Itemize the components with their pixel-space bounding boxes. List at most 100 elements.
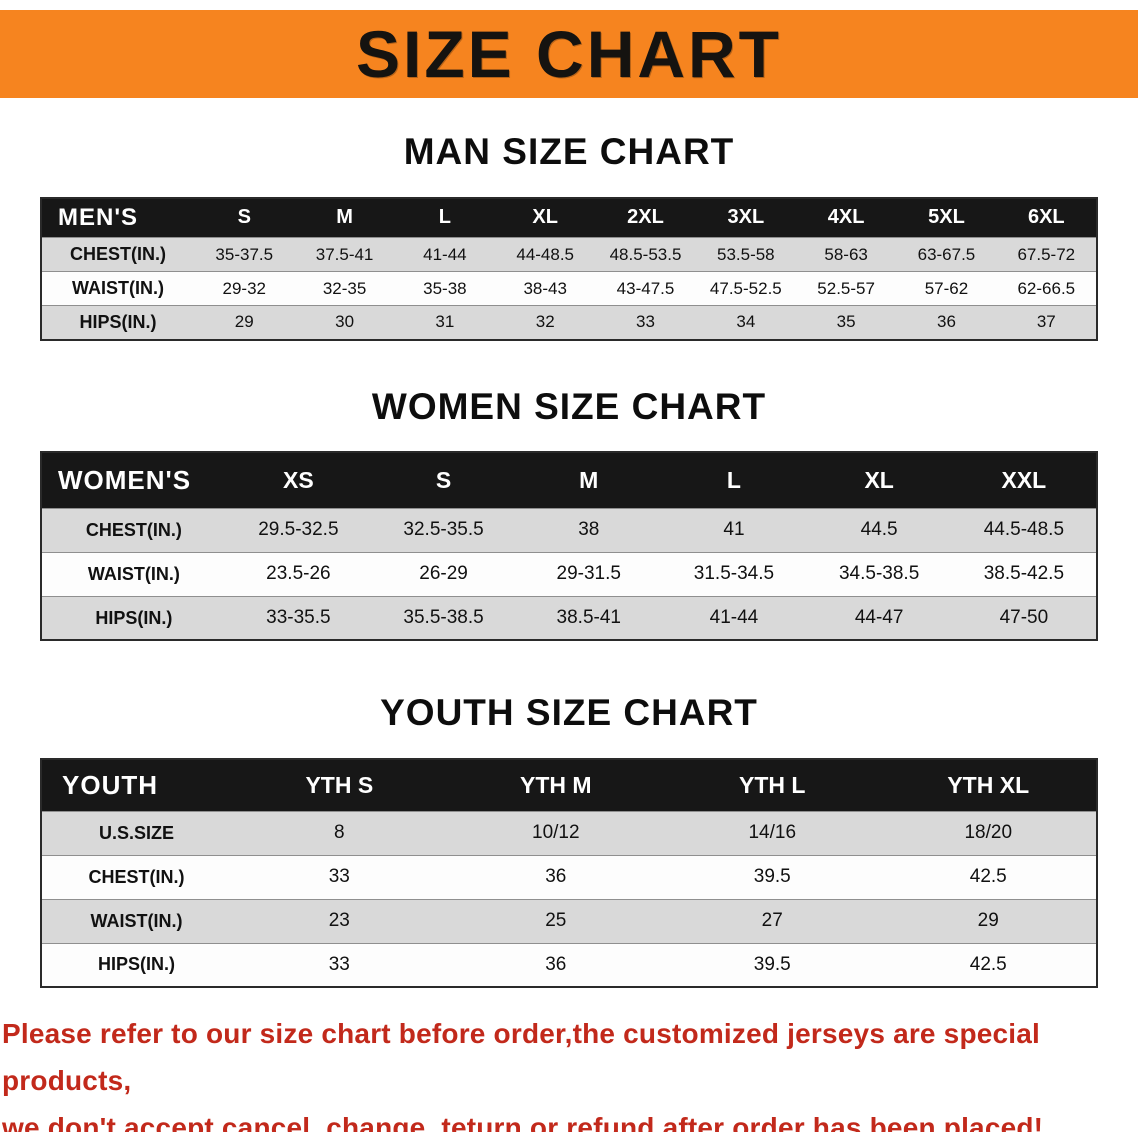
column-header: 3XL [695, 197, 796, 238]
row-label: HIPS(IN.) [79, 311, 157, 332]
disclaimer-line-1: Please refer to our size chart before or… [2, 1018, 1041, 1097]
size-value: 31.5-34.5 [693, 563, 775, 585]
size-value: 35-37.5 [215, 244, 274, 264]
row-label: WAIST(IN.) [90, 910, 183, 931]
size-table: YOUTH YTH S YTH M YTH L YTH XL U.S.SIZE 8 10/12… [40, 758, 1098, 989]
size-value: 36 [936, 312, 956, 332]
size-value: 32.5-35.5 [403, 519, 484, 541]
table-head: WOMEN'S XS S M L XL XXL [41, 452, 1097, 509]
size-table: MEN'S S M L XL 2XL 3XL 4XL 5XL 6XL CHEST(IN.) 35-37… [40, 196, 1098, 341]
column-header: 2XL [595, 197, 696, 238]
table-body: CHEST(IN.) 29.5-32.5 32.5-35.5 38 41 44.5 44.5… [41, 508, 1097, 641]
size-value: 36 [545, 953, 567, 975]
column-header: S [194, 197, 295, 238]
size-value: 53.5-58 [716, 244, 775, 264]
column-header: YTH M [447, 759, 665, 812]
size-value: 32-35 [322, 278, 367, 298]
size-value: 47-50 [999, 607, 1049, 629]
size-table: WOMEN'S XS S M L XL XXL CHEST(IN.) 29.5-32.5 32.5… [40, 451, 1098, 642]
size-value: 29 [977, 910, 999, 932]
size-value: 62-66.5 [1017, 278, 1076, 298]
row-label: CHEST(IN.) [85, 519, 182, 540]
size-value: 18/20 [964, 822, 1013, 844]
header-row: YOUTH YTH S YTH M YTH L YTH XL [41, 759, 1097, 812]
row-label: CHEST(IN.) [88, 866, 185, 887]
size-value: 41-44 [423, 244, 467, 264]
size-value: 23.5-26 [266, 563, 331, 585]
size-chart-section: MAN SIZE CHART MEN'S S M L XL 2XL 3XL 4XL 5XL 6XL C… [40, 131, 1098, 341]
row-label: CHEST(IN.) [70, 244, 167, 265]
size-value: 33 [328, 953, 350, 975]
column-header: L [661, 452, 807, 509]
size-value: 33-35.5 [266, 607, 331, 629]
size-value: 41 [723, 519, 745, 541]
column-header: S [370, 452, 517, 509]
size-value: 35-38 [423, 278, 467, 298]
disclaimer-line-2: we don't accept cancel, change, teturn o… [2, 1112, 1044, 1132]
disclaimer-text: Please refer to our size chart before or… [0, 1010, 1138, 1132]
size-chart-banner: SIZE CHART [0, 10, 1138, 98]
size-value: 29.5-32.5 [258, 519, 339, 541]
column-header: 5XL [896, 197, 997, 238]
table-head: YOUTH YTH S YTH M YTH L YTH XL [41, 759, 1097, 812]
table-row: CHEST(IN.) 35-37.5 37.5-41 41-44 44-48.5 48.5… [41, 237, 1097, 272]
size-value: 25 [545, 910, 567, 932]
table-row: CHEST(IN.) 29.5-32.5 32.5-35.5 38 41 44.5 44.5… [41, 508, 1097, 553]
section-heading: WOMEN SIZE CHART [371, 385, 767, 427]
row-label: HIPS(IN.) [95, 607, 173, 628]
table-corner-label: MEN'S [41, 197, 195, 238]
table-body: CHEST(IN.) 35-37.5 37.5-41 41-44 44-48.5 48.5… [41, 237, 1097, 340]
column-header: XL [495, 197, 596, 238]
size-value: 38.5-41 [556, 607, 621, 629]
header-row: MEN'S S M L XL 2XL 3XL 4XL 5XL 6XL [41, 197, 1097, 238]
table-row: CHEST(IN.) 33 36 39.5 42.5 [41, 855, 1097, 900]
column-header: 6XL [996, 197, 1097, 238]
row-label: WAIST(IN.) [72, 278, 165, 299]
column-header: XL [806, 452, 952, 509]
column-header: YTH L [664, 759, 881, 812]
table-row: HIPS(IN.) 29 30 31 32 33 34 35 36 37 [41, 305, 1097, 340]
column-header: M [294, 197, 395, 238]
column-header: XS [225, 452, 371, 509]
size-chart-section: WOMEN SIZE CHART WOMEN'S XS S M L XL XXL CHEST(I… [40, 385, 1098, 642]
table-row: HIPS(IN.) 33 36 39.5 42.5 [41, 943, 1097, 988]
size-value: 23 [328, 910, 350, 932]
column-header: YTH XL [880, 759, 1097, 812]
table-row: U.S.SIZE 8 10/12 14/16 18/20 [41, 811, 1097, 856]
size-value: 42.5 [969, 866, 1007, 888]
size-value: 14/16 [748, 822, 797, 844]
size-value: 27 [761, 910, 783, 932]
size-value: 39.5 [753, 953, 791, 975]
size-value: 29-31.5 [556, 563, 621, 585]
column-header: L [394, 197, 496, 238]
size-value: 41-44 [709, 607, 759, 629]
size-value: 33 [636, 312, 655, 332]
table-body: U.S.SIZE 8 10/12 14/16 18/20 CHEST(IN.) 33 36 39… [41, 811, 1097, 988]
section-heading: YOUTH SIZE CHART [380, 692, 758, 734]
size-value: 26-29 [419, 563, 468, 585]
table-head: MEN'S S M L XL 2XL 3XL 4XL 5XL 6XL [41, 197, 1097, 238]
size-value: 67.5-72 [1017, 244, 1076, 264]
size-value: 29 [234, 312, 254, 332]
column-header: M [516, 452, 662, 509]
header-row: WOMEN'S XS S M L XL XXL [41, 452, 1097, 509]
size-tables: MAN SIZE CHART MEN'S S M L XL 2XL 3XL 4XL 5XL 6XL C… [0, 131, 1138, 989]
size-value: 58-63 [824, 244, 868, 264]
size-value: 42.5 [969, 953, 1007, 975]
size-value: 35 [836, 312, 856, 332]
table-row: WAIST(IN.) 23 25 27 29 [41, 899, 1097, 944]
column-header: YTH S [231, 759, 448, 812]
size-value: 48.5-53.5 [609, 244, 682, 264]
size-value: 8 [334, 822, 345, 844]
size-value: 37 [1036, 312, 1056, 332]
size-value: 31 [435, 312, 455, 332]
size-value: 63-67.5 [917, 244, 976, 264]
size-value: 47.5-52.5 [709, 278, 782, 298]
size-value: 44-47 [854, 607, 904, 629]
size-value: 39.5 [753, 866, 791, 888]
size-value: 35.5-38.5 [403, 607, 484, 629]
table-corner-label: YOUTH [41, 759, 232, 812]
size-value: 30 [335, 312, 355, 332]
table-corner-label: WOMEN'S [41, 452, 226, 509]
size-value: 36 [545, 866, 567, 888]
